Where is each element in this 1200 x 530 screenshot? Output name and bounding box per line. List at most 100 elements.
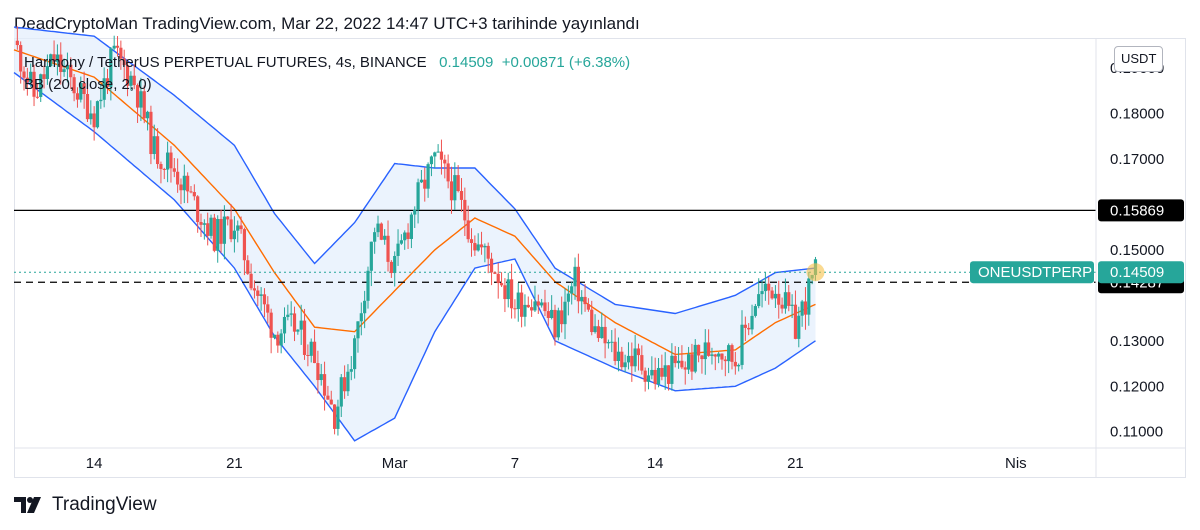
tradingview-logo-icon (14, 497, 41, 513)
candle-body (316, 363, 320, 381)
chart-legend: Harmony / TetherUS PERPETUAL FUTURES, 4s… (24, 52, 630, 96)
candle-body (389, 261, 393, 274)
candle-body (259, 294, 263, 296)
candle-body (239, 225, 243, 230)
candle-body (125, 65, 130, 86)
candle-body (65, 64, 70, 70)
candle-body (660, 367, 664, 377)
candle-body (219, 218, 223, 244)
candle-body (232, 230, 237, 240)
candle-body (593, 326, 597, 333)
candle-body (483, 245, 487, 248)
candle-body (476, 244, 480, 251)
candle-body (386, 235, 390, 262)
candle-body (69, 64, 73, 78)
candle-body (343, 377, 347, 392)
y-tick-label: 0.18000 (1110, 105, 1164, 122)
price-label-badge (1098, 261, 1184, 284)
candle-body (269, 312, 273, 338)
candle-body (332, 404, 337, 429)
candle-body (85, 94, 90, 120)
candle-body (79, 83, 83, 100)
candle-body (309, 341, 313, 356)
candle-body (473, 242, 477, 251)
candle-body (563, 301, 567, 325)
candle-body (590, 309, 594, 333)
candle-body (643, 370, 647, 382)
candle-body (486, 245, 490, 259)
candle-body (406, 232, 410, 239)
candle-body (49, 54, 53, 67)
candle-body (777, 293, 781, 305)
symbol-tag-badge (970, 261, 1094, 284)
candle-body (737, 364, 741, 367)
tradingview-brand[interactable]: TradingView (14, 494, 157, 516)
candle-body (703, 342, 707, 360)
candle-body (753, 306, 757, 316)
chart-frame (14, 38, 1186, 478)
candle-body (202, 223, 206, 225)
bb-lower-line (13, 72, 816, 442)
candle-body (693, 344, 697, 372)
candle-body (556, 310, 560, 338)
candle-body (396, 243, 400, 256)
candle-body (152, 136, 156, 155)
candle-body (499, 283, 504, 286)
candle-body (670, 355, 674, 384)
candle-body (566, 293, 570, 302)
candle-body (413, 209, 417, 215)
candle-body (543, 302, 547, 312)
candle-body (550, 309, 554, 318)
candle-body (356, 321, 360, 339)
candle-body (439, 151, 444, 160)
candle-body (115, 45, 120, 48)
candle-body (379, 223, 383, 240)
candle-body (122, 58, 126, 66)
candle-body (686, 354, 691, 370)
candle-body (520, 292, 524, 317)
candle-body (256, 290, 260, 296)
candle-body (626, 355, 631, 363)
candle-body (349, 369, 353, 372)
y-tick-label: 0.15000 (1110, 242, 1164, 259)
candle-body (262, 294, 267, 305)
candle-body (196, 196, 200, 223)
candle-body (249, 273, 253, 289)
candle-body (286, 314, 290, 317)
candle-body (212, 217, 216, 251)
candle-body (506, 279, 510, 300)
candle-body (640, 355, 644, 371)
candle-body (469, 239, 474, 243)
candle-body (610, 341, 614, 343)
candle-body (530, 307, 534, 311)
candle-body (690, 354, 694, 372)
candle-body (489, 258, 494, 273)
candle-body (306, 354, 310, 356)
candle-body (790, 304, 794, 306)
candle-body (740, 324, 744, 365)
candle-body (757, 294, 761, 307)
candle-body (596, 326, 601, 339)
currency-button[interactable]: USDT (1114, 46, 1164, 72)
candle-body (59, 54, 63, 73)
candle-body (553, 309, 557, 338)
candle-body (139, 91, 143, 108)
candle-body (613, 341, 617, 362)
candle-body (540, 302, 544, 306)
candle-body (793, 304, 798, 339)
candle-body (135, 85, 140, 108)
candle-body (717, 353, 721, 357)
candle-body (546, 311, 550, 318)
candle-body (797, 315, 801, 339)
candle-body (376, 223, 380, 233)
candle-body (533, 301, 537, 311)
candle-body (743, 324, 747, 328)
candle-body (770, 290, 774, 299)
candle-body (720, 353, 724, 360)
candle-body (503, 285, 507, 300)
candle-body (800, 301, 804, 316)
candle-body (656, 367, 661, 385)
candle-body (112, 45, 116, 49)
candle-body (299, 320, 303, 330)
